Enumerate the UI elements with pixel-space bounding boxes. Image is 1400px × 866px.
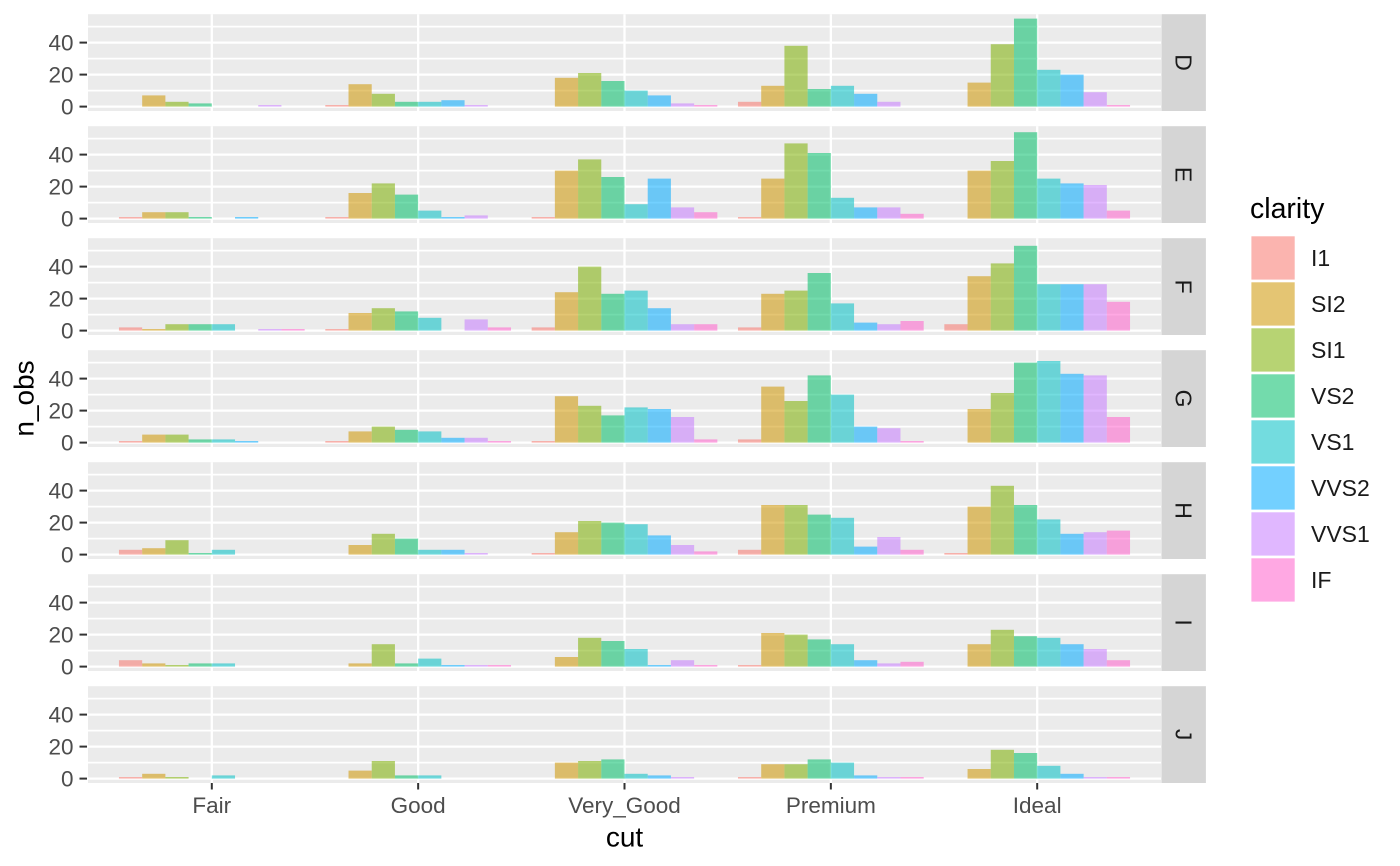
svg-text:Ideal: Ideal [1013,793,1062,818]
svg-text:I: I [1170,619,1196,625]
svg-text:0: 0 [61,767,74,792]
svg-text:0: 0 [61,543,74,568]
svg-text:0: 0 [61,319,74,344]
svg-text:clarity: clarity [1250,193,1325,225]
svg-text:20: 20 [48,175,73,200]
svg-text:IF: IF [1311,567,1331,593]
svg-text:40: 40 [48,31,73,56]
svg-text:SI2: SI2 [1311,291,1346,317]
svg-text:20: 20 [48,623,73,648]
svg-text:VS2: VS2 [1311,383,1354,409]
svg-text:VVS1: VVS1 [1311,521,1370,547]
svg-text:20: 20 [48,735,73,760]
svg-text:40: 40 [48,143,73,168]
svg-text:H: H [1170,502,1196,519]
svg-text:40: 40 [48,255,73,280]
svg-text:Fair: Fair [192,793,231,818]
svg-text:D: D [1170,54,1196,71]
svg-text:20: 20 [48,399,73,424]
svg-text:0: 0 [61,95,74,120]
svg-text:G: G [1170,390,1196,408]
svg-text:20: 20 [48,63,73,88]
svg-text:40: 40 [48,703,73,728]
svg-text:VVS2: VVS2 [1311,475,1370,501]
svg-text:Good: Good [391,793,446,818]
svg-text:cut: cut [606,822,644,853]
svg-text:n_obs: n_obs [9,360,40,436]
svg-text:J: J [1170,729,1196,741]
svg-text:Premium: Premium [786,793,876,818]
svg-text:VS1: VS1 [1311,429,1354,455]
svg-text:Very_Good: Very_Good [568,793,681,818]
svg-text:I1: I1 [1311,245,1330,271]
svg-text:0: 0 [61,207,74,232]
svg-text:40: 40 [48,367,73,392]
svg-text:40: 40 [48,591,73,616]
svg-text:20: 20 [48,287,73,312]
svg-text:F: F [1170,280,1196,294]
svg-text:20: 20 [48,511,73,536]
svg-text:0: 0 [61,655,74,680]
svg-text:SI1: SI1 [1311,337,1346,363]
svg-text:0: 0 [61,431,74,456]
svg-text:40: 40 [48,479,73,504]
svg-text:E: E [1170,167,1196,182]
